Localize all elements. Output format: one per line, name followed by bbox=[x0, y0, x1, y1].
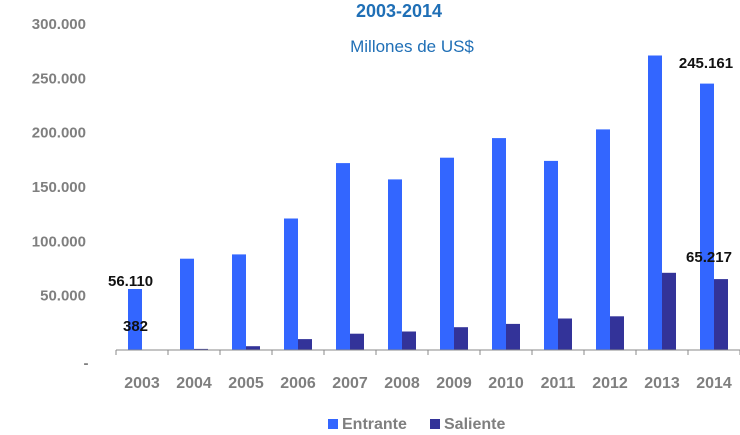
legend-swatch-saliente bbox=[430, 419, 440, 429]
x-tick-label: 2006 bbox=[280, 375, 316, 392]
x-tick-label: 2010 bbox=[488, 375, 524, 392]
x-tick-label: 2009 bbox=[436, 375, 472, 392]
bar-saliente-2007 bbox=[350, 333, 364, 350]
bar-saliente-2008 bbox=[402, 331, 416, 350]
data-labels: 56.110 382 245.161 65.217 bbox=[108, 55, 733, 335]
bar-entrante-2004 bbox=[180, 258, 194, 350]
x-tick-label: 2014 bbox=[696, 375, 732, 392]
bar-saliente-2004 bbox=[194, 348, 208, 350]
bar-entrante-2013 bbox=[648, 55, 662, 350]
x-tick-label: 2007 bbox=[332, 375, 368, 392]
data-label: 382 bbox=[123, 318, 148, 335]
x-tick-label: 2004 bbox=[176, 375, 212, 392]
y-tick-label: 150.000 bbox=[32, 179, 86, 196]
bar-saliente-2010 bbox=[506, 323, 520, 350]
data-label: 245.161 bbox=[679, 55, 733, 72]
x-tick-label: 2013 bbox=[644, 375, 680, 392]
bar-saliente-2009 bbox=[454, 327, 468, 350]
legend-swatch-entrante bbox=[328, 419, 338, 429]
x-tick-label: 2008 bbox=[384, 375, 420, 392]
y-tick-label: 300.000 bbox=[32, 16, 86, 33]
bar-entrante-2008 bbox=[388, 179, 402, 350]
bar-entrante-2012 bbox=[596, 129, 610, 350]
bar-saliente-2011 bbox=[558, 318, 572, 350]
y-axis: - 50.000 100.000 150.000 200.000 250.000 300.0… bbox=[32, 16, 89, 372]
bars bbox=[128, 55, 728, 351]
bar-entrante-2011 bbox=[544, 160, 558, 350]
chart-subtitle: Millones de US$ bbox=[350, 37, 474, 56]
bar-saliente-2014 bbox=[714, 279, 728, 350]
bar-entrante-2005 bbox=[232, 254, 246, 350]
x-tick-label: 2011 bbox=[541, 375, 576, 392]
x-tick-label: 2005 bbox=[228, 375, 264, 392]
y-tick-label: 200.000 bbox=[32, 125, 86, 142]
y-tick-label: 50.000 bbox=[40, 288, 86, 305]
legend-label-saliente: Saliente bbox=[444, 416, 505, 433]
bar-saliente-2006 bbox=[298, 339, 312, 350]
bar-entrante-2003 bbox=[128, 289, 142, 350]
bar-entrante-2014 bbox=[700, 83, 714, 350]
y-tick-label: 100.000 bbox=[32, 233, 86, 250]
data-label: 65.217 bbox=[686, 249, 732, 266]
x-tick-label: 2012 bbox=[592, 375, 628, 392]
legend: Entrante Saliente bbox=[328, 416, 505, 433]
bar-entrante-2006 bbox=[284, 218, 298, 350]
bar-saliente-2005 bbox=[246, 346, 260, 350]
legend-label-entrante: Entrante bbox=[342, 416, 407, 433]
bar-entrante-2009 bbox=[440, 157, 454, 350]
bar-saliente-2012 bbox=[610, 316, 624, 350]
y-tick-label: 250.000 bbox=[32, 70, 86, 87]
data-label: 56.110 bbox=[108, 273, 153, 290]
x-tick-label: 2003 bbox=[124, 375, 160, 392]
bar-saliente-2013 bbox=[662, 272, 676, 350]
chart-title: 2003-2014 bbox=[356, 1, 442, 21]
y-tick-label: - bbox=[84, 355, 89, 372]
bar-entrante-2010 bbox=[492, 138, 506, 350]
bar-entrante-2007 bbox=[336, 163, 350, 350]
x-axis: 2003 2004 2005 2006 2007 2008 2009 2010 2011 2012… bbox=[115, 349, 740, 392]
